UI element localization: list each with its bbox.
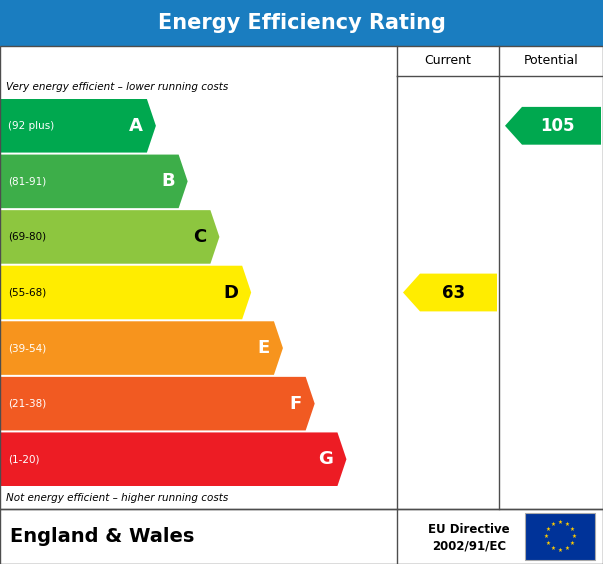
Text: ★: ★ xyxy=(557,548,562,553)
Text: ★: ★ xyxy=(571,534,576,539)
Bar xyxy=(0,509,603,564)
Text: ★: ★ xyxy=(569,541,574,546)
Text: (21-38): (21-38) xyxy=(8,399,46,409)
Text: (1-20): (1-20) xyxy=(8,454,40,464)
Bar xyxy=(525,513,595,559)
Bar xyxy=(0,0,603,46)
Text: ★: ★ xyxy=(569,527,574,532)
Text: Potential: Potential xyxy=(523,55,578,68)
Text: 105: 105 xyxy=(540,117,574,135)
Polygon shape xyxy=(0,321,283,375)
Text: Current: Current xyxy=(425,55,472,68)
Text: (69-80): (69-80) xyxy=(8,232,46,242)
Polygon shape xyxy=(0,99,156,153)
Text: Not energy efficient – higher running costs: Not energy efficient – higher running co… xyxy=(6,493,229,503)
Text: ★: ★ xyxy=(545,527,550,532)
Polygon shape xyxy=(0,377,315,430)
Text: G: G xyxy=(318,450,333,468)
Text: (92 plus): (92 plus) xyxy=(8,121,54,131)
Bar xyxy=(0,46,603,509)
Text: C: C xyxy=(193,228,206,246)
Text: ★: ★ xyxy=(543,534,548,539)
Text: 2002/91/EC: 2002/91/EC xyxy=(432,540,506,553)
Text: E: E xyxy=(257,339,270,357)
Polygon shape xyxy=(0,433,347,486)
Text: (39-54): (39-54) xyxy=(8,343,46,353)
Text: ★: ★ xyxy=(564,522,569,527)
Text: EU Directive: EU Directive xyxy=(428,523,510,536)
Text: A: A xyxy=(129,117,143,135)
Text: ★: ★ xyxy=(551,522,555,527)
Text: ★: ★ xyxy=(564,546,569,551)
Text: England & Wales: England & Wales xyxy=(10,527,194,546)
Polygon shape xyxy=(0,210,219,264)
Text: D: D xyxy=(223,284,238,302)
Text: ★: ★ xyxy=(551,546,555,551)
Text: Very energy efficient – lower running costs: Very energy efficient – lower running co… xyxy=(6,82,229,92)
Text: F: F xyxy=(289,395,302,413)
Polygon shape xyxy=(0,266,251,319)
Text: 63: 63 xyxy=(443,284,466,302)
Text: (81-91): (81-91) xyxy=(8,177,46,186)
Text: Energy Efficiency Rating: Energy Efficiency Rating xyxy=(157,13,446,33)
Text: ★: ★ xyxy=(545,541,550,546)
Text: B: B xyxy=(161,173,175,191)
Text: (55-68): (55-68) xyxy=(8,288,46,297)
Polygon shape xyxy=(505,107,601,145)
Text: ★: ★ xyxy=(557,520,562,525)
Polygon shape xyxy=(0,155,188,208)
Polygon shape xyxy=(403,274,497,311)
